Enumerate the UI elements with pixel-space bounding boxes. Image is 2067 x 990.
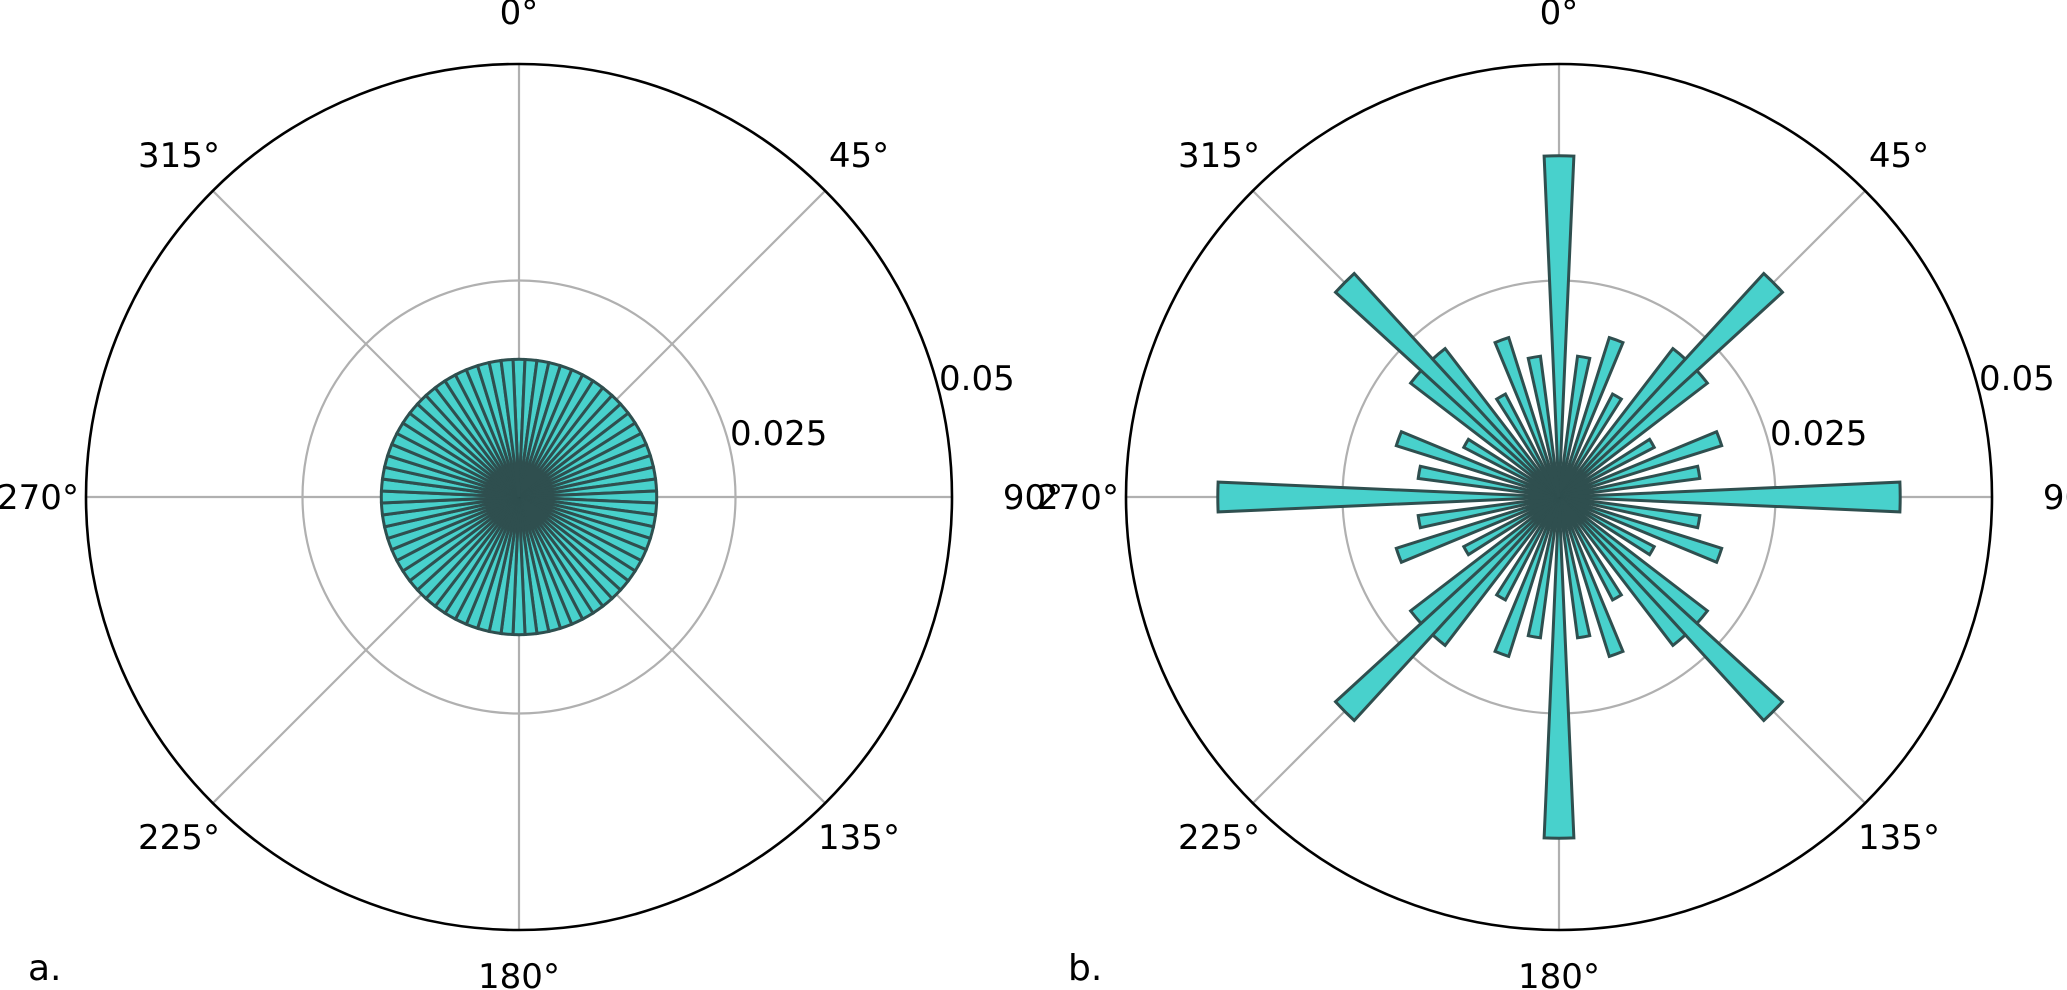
bar [1461,495,1560,557]
panel-label: a. [28,948,62,989]
bar [1394,495,1560,565]
theta-tick-label: 135° [818,818,900,858]
polar-chart-b: 0° 45° 90° 135° 180° 225° 270° 315° 0.025 0.05 b. [1037,0,2067,990]
bar [1542,154,1576,498]
bar [1558,495,1702,530]
bar [1558,495,1657,557]
grid-ring [301,279,737,715]
r-tick-label: 0.025 [730,414,827,454]
bar [1558,429,1724,499]
bar [1557,335,1625,498]
bar [1557,392,1624,498]
theta-tick-label: 270° [1037,478,1119,518]
theta-tick-label: 315° [1178,136,1260,176]
theta-tick-label: 225° [138,818,220,858]
bar [1557,495,1688,648]
polar-chart-a: 0° 45° 90° 135° 180° 225° 270° 315° 0.025 0.05 a. [0,0,1063,990]
panel-label: b. [1068,948,1102,989]
theta-tick-label: 180° [478,957,560,990]
bar [1526,496,1561,640]
theta-tick-label: 135° [1858,818,1940,858]
bar [1558,437,1657,499]
bar [1494,392,1561,498]
theta-tick-label: 45° [829,136,889,176]
theta-tick-label: 0° [1540,0,1579,33]
bar [1557,496,1624,602]
bar [1216,480,1560,514]
theta-tick-label: 225° [1178,818,1260,858]
bar [1493,496,1561,659]
r-tick-label: 0.025 [1770,414,1867,454]
bar [1333,495,1561,723]
theta-tick-label: 45° [1869,136,1929,176]
bar [1416,495,1560,530]
bar [1333,271,1561,499]
bar [1557,368,1710,499]
bar [1558,464,1702,499]
theta-tick-label: 90° [2043,478,2067,518]
bar [1430,346,1561,499]
theta-tick-label: 270° [0,478,79,518]
bar [1461,437,1560,499]
r-tick-label: 0.05 [939,359,1015,399]
theta-tick-label: 315° [138,136,220,176]
r-tick-label: 0.05 [1979,359,2055,399]
polar-frame [84,62,954,932]
bar [1408,495,1561,626]
bar [1416,464,1560,499]
bar [1557,495,1785,723]
bar [1557,354,1592,498]
bar [1494,496,1561,602]
bar [1557,496,1625,659]
bar [1557,271,1785,499]
bars-group [379,357,659,637]
bar [1394,429,1560,499]
theta-tick-label: 0° [500,0,539,33]
bar [1526,354,1561,498]
bar [1542,496,1576,840]
bar [1493,335,1561,498]
theta-tick-label: 90° [1003,478,1063,518]
theta-tick-label: 180° [1518,957,1600,990]
bar [1558,495,1724,565]
bar [1557,496,1592,640]
polar-frame [1124,62,1994,932]
bars-group [1216,154,1902,840]
bar [1558,480,1902,514]
bar [499,357,521,498]
